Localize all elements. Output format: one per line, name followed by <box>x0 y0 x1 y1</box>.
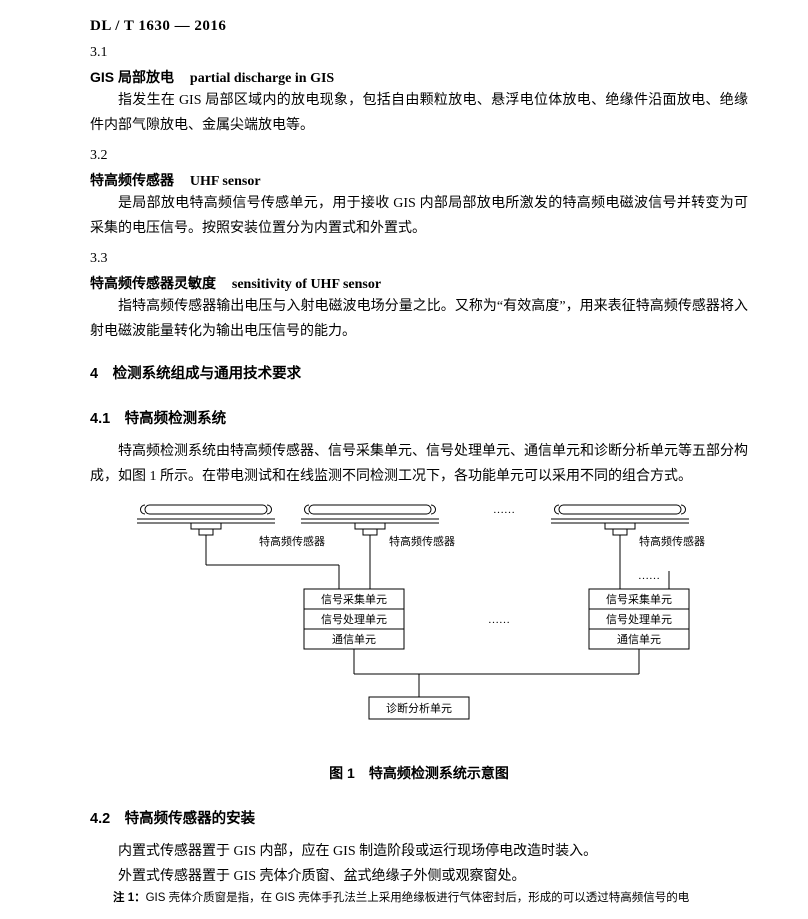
sensor-label-2: 特高频传感器 <box>389 534 455 548</box>
term-body-3-2: 是局部放电特高频信号传感单元，用于接收 GIS 内部局部放电所激发的特高频电磁波… <box>90 192 748 241</box>
acquisition-unit-label: 信号采集单元 <box>606 592 672 606</box>
paragraph-4-2-b: 外置式传感器置于 GIS 壳体介质窗、盆式绝缘子外侧或观察窗处。 <box>90 865 748 890</box>
section-number-3-2: 3.2 <box>90 148 748 164</box>
term-zh: 特高频传感器 <box>90 172 174 188</box>
paragraph-4-2-a: 内置式传感器置于 GIS 内部，应在 GIS 制造阶段或运行现场停电改造时装入。 <box>90 840 748 865</box>
term-heading-3-1: GIS 局部放电 partial discharge in GIS <box>90 67 748 87</box>
paragraph-4-1: 特高频检测系统由特高频传感器、信号采集单元、信号处理单元、通信单元和诊断分析单元… <box>90 440 748 489</box>
unit-stack-left: 信号采集单元 信号处理单元 通信单元 <box>304 589 404 649</box>
acquisition-unit-label: 信号采集单元 <box>321 592 387 606</box>
term-en: sensitivity of UHF sensor <box>232 277 381 292</box>
uhf-sensor-1-icon <box>191 523 221 547</box>
ellipsis-label: …… <box>493 504 515 516</box>
comm-unit-label: 通信单元 <box>332 633 376 646</box>
ellipsis-label: …… <box>488 614 510 626</box>
heading-4-2: 4.2 特高频传感器的安装 <box>90 807 748 828</box>
note-1: 注 1：GIS 壳体介质窗是指，在 GIS 壳体手孔法兰上采用绝缘板进行气体密封… <box>90 889 748 909</box>
uhf-sensor-3-icon <box>605 523 635 547</box>
comm-unit-label: 通信单元 <box>617 633 661 646</box>
uhf-sensor-2-icon <box>355 523 385 547</box>
figure-1-diagram: …… 特高频传感器 特高频传感器 特高频传感器 <box>109 499 729 749</box>
standard-code: DL / T 1630 — 2016 <box>90 18 748 35</box>
term-zh: 特高频传感器灵敏度 <box>90 275 216 291</box>
ellipsis-label: …… <box>638 570 660 582</box>
page: DL / T 1630 — 2016 3.1 GIS 局部放电 partial … <box>0 0 808 919</box>
term-heading-3-3: 特高频传感器灵敏度 sensitivity of UHF sensor <box>90 273 748 293</box>
gis-bus-3-icon <box>551 505 689 523</box>
sensor-label-3: 特高频传感器 <box>639 534 705 548</box>
heading-4-1: 4.1 特高频检测系统 <box>90 407 748 428</box>
gis-bus-1-icon <box>137 505 275 523</box>
section-number-3-3: 3.3 <box>90 251 748 267</box>
figure-1-caption: 图 1 特高频检测系统示意图 <box>90 763 748 783</box>
unit-stack-right: 信号采集单元 信号处理单元 通信单元 <box>589 589 689 649</box>
sensor-label-1: 特高频传感器 <box>259 534 325 548</box>
note-lead: 注 1： <box>113 892 146 904</box>
term-heading-3-2: 特高频传感器 UHF sensor <box>90 170 748 190</box>
note-body: GIS 壳体介质窗是指，在 GIS 壳体手孔法兰上采用绝缘板进行气体密封后，形成… <box>146 892 690 904</box>
term-zh: GIS 局部放电 <box>90 69 174 85</box>
term-body-3-1: 指发生在 GIS 局部区域内的放电现象，包括自由颗粒放电、悬浮电位体放电、绝缘件… <box>90 89 748 138</box>
processing-unit-label: 信号处理单元 <box>606 613 672 626</box>
heading-4: 4 检测系统组成与通用技术要求 <box>90 362 748 383</box>
term-body-3-3: 指特高频传感器输出电压与入射电磁波电场分量之比。又称为“有效高度”，用来表征特高… <box>90 295 748 344</box>
section-number-3-1: 3.1 <box>90 45 748 61</box>
term-en: partial discharge in GIS <box>190 71 334 86</box>
gis-bus-2-icon <box>301 505 439 523</box>
diagnosis-unit-label: 诊断分析单元 <box>386 701 452 715</box>
term-en: UHF sensor <box>190 174 261 189</box>
processing-unit-label: 信号处理单元 <box>321 613 387 626</box>
